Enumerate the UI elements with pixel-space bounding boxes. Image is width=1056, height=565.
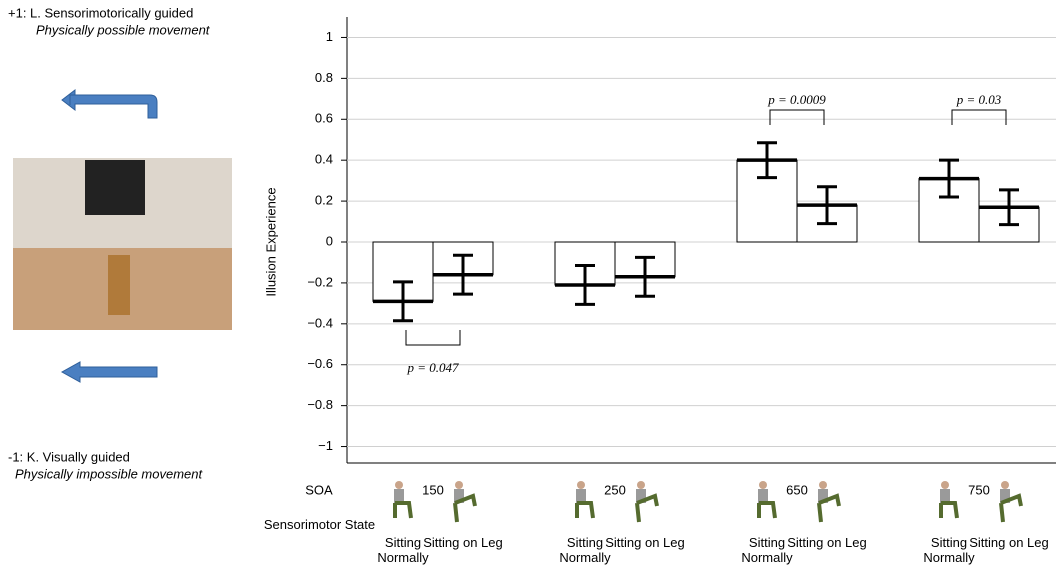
y-tick-label: 0.6 [315,111,333,126]
person-part [759,481,767,489]
error-bar [393,280,413,323]
person-part [395,481,403,489]
person-part [1001,481,1009,489]
person-icon [453,481,477,523]
person-part [454,489,464,503]
error-bar [453,253,473,296]
person-part [394,489,404,503]
series-label: Sitting on Leg [605,535,685,550]
person-part [757,501,777,519]
y-tick-label: 1 [326,29,333,44]
y-tick-label: −0.2 [307,274,333,289]
person-part [575,501,595,519]
person-icon [757,481,777,519]
person-part [576,489,586,503]
error-bar [999,188,1019,227]
person-icon [999,481,1023,523]
y-tick-label: 0.2 [315,193,333,208]
person-icon [939,481,959,519]
y-axis-label: Illusion Experience [263,187,278,296]
y-tick-label: 0.4 [315,152,333,167]
error-bar [939,158,959,199]
series-label: Sitting Normally [377,535,429,565]
legend-bottom: -1: K. Visually guided [8,449,130,464]
p-value: p = 0.0009 [767,92,826,107]
x-tick-label: 750 [968,482,990,497]
person-part [1000,489,1010,503]
y-tick-label: 0 [326,233,333,248]
person-part [636,489,646,503]
person-icon [393,481,413,519]
x-axis-label: SOA [305,482,333,497]
error-bar [757,141,777,180]
person-part [635,493,659,523]
series-label: Sitting Normally [923,535,975,565]
x-tick-label: 650 [786,482,808,497]
bracket [951,109,1007,125]
person-part [577,481,585,489]
person-icon [575,481,595,519]
series-label: Sitting Normally [559,535,611,565]
y-tick-label: −0.8 [307,397,333,412]
person-part [455,481,463,489]
y-tick-label: 0.8 [315,70,333,85]
person-part [818,489,828,503]
error-bar [635,255,655,298]
person-part [637,481,645,489]
person-icon [817,481,841,523]
legend-top: +1: L. Sensorimotorically guided [8,5,193,20]
person-part [393,501,413,519]
x-tick-label: 250 [604,482,626,497]
series-label: Sitting on Leg [787,535,867,550]
legend-top-sub: Physically possible movement [36,22,211,37]
y-tick-label: −1 [318,438,333,453]
series-label: Sitting on Leg [423,535,503,550]
p-value: p = 0.03 [956,92,1002,107]
bracket [405,330,461,346]
curved-arrow [61,88,158,119]
error-bar [575,264,595,306]
person-part [453,493,477,523]
x-tick-label: 150 [422,482,444,497]
legend-bottom-sub: Physically impossible movement [15,466,204,481]
p-value: p = 0.047 [406,360,459,375]
person-part [941,481,949,489]
person-part [940,489,950,503]
photo-person [85,160,145,215]
person-part [817,493,841,523]
bracket [769,109,825,125]
x-axis-label-2: Sensorimotor State [263,517,376,532]
photo-block [108,255,130,315]
series-label: Sitting on Leg [969,535,1049,550]
series-label: Sitting Normally [741,535,793,565]
straight-arrow [60,361,158,383]
person-part [939,501,959,519]
person-part [819,481,827,489]
person-part [999,493,1023,523]
person-icon [635,481,659,523]
error-bar [817,185,837,226]
person-part [758,489,768,503]
y-tick-label: −0.4 [307,315,333,330]
y-tick-label: −0.6 [307,356,333,371]
